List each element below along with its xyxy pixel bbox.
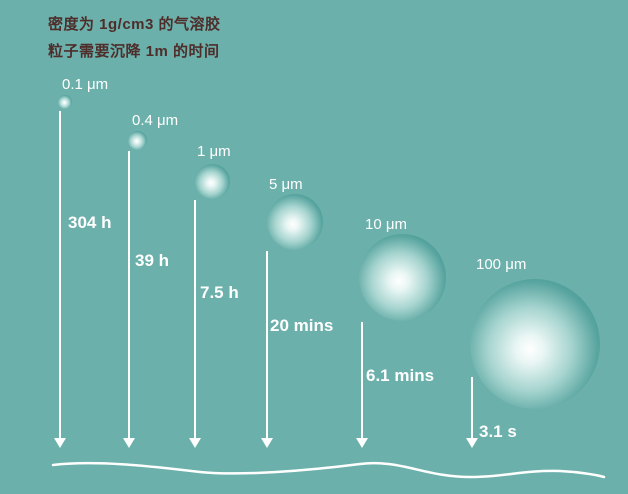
fall-arrow — [356, 322, 368, 448]
particle-sphere — [267, 194, 323, 250]
settle-time-label: 304 h — [68, 213, 112, 232]
settle-time-label: 7.5 h — [200, 283, 239, 302]
particle-sphere — [128, 131, 147, 150]
fall-arrow — [466, 377, 478, 448]
arrow-head-icon — [466, 438, 478, 448]
chart-title: 密度为 1g/cm3 的气溶胶 粒子需要沉降 1m 的时间 — [48, 11, 221, 65]
particle-size-label: 0.4 μm — [132, 112, 179, 129]
fall-arrow — [261, 251, 273, 448]
fall-arrow — [54, 111, 66, 448]
particle-sphere — [470, 279, 600, 409]
arrow-shaft — [471, 377, 473, 439]
settle-time-label: 3.1 s — [479, 422, 517, 441]
particle-sphere — [359, 234, 446, 321]
arrow-shaft — [266, 251, 268, 439]
chart-title-line-2: 粒子需要沉降 1m 的时间 — [48, 43, 220, 60]
particle-size-label: 5 μm — [269, 176, 303, 193]
fall-arrow — [189, 200, 201, 448]
settle-time-label: 20 mins — [270, 316, 334, 335]
arrow-shaft — [194, 200, 196, 439]
particle-sphere — [195, 164, 230, 199]
particle-sphere — [58, 95, 72, 109]
settle-time-label: 39 h — [135, 251, 170, 270]
settle-time-label: 6.1 mins — [366, 366, 435, 385]
arrow-head-icon — [261, 438, 273, 448]
arrow-shaft — [128, 151, 130, 439]
particle-size-label: 0.1 μm — [62, 76, 109, 93]
arrow-head-icon — [123, 438, 135, 448]
chart-title-line-1: 密度为 1g/cm3 的气溶胶 — [48, 16, 221, 33]
arrow-head-icon — [54, 438, 66, 448]
arrow-shaft — [59, 111, 61, 439]
arrow-shaft — [361, 322, 363, 439]
particle-size-label: 1 μm — [197, 143, 231, 160]
fall-arrow — [123, 151, 135, 448]
arrow-head-icon — [189, 438, 201, 448]
arrow-head-icon — [356, 438, 368, 448]
particle-size-label: 10 μm — [365, 216, 407, 233]
particle-size-label: 100 μm — [476, 256, 527, 273]
